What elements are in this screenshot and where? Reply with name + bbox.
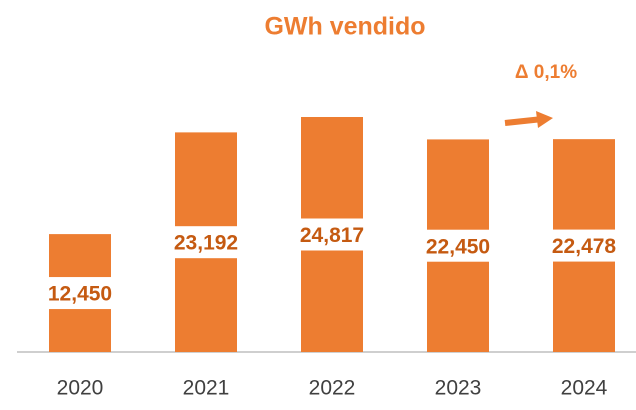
x-tick-label: 2023 bbox=[435, 377, 482, 400]
x-tick-label: 2022 bbox=[309, 377, 356, 400]
x-tick-label: 2020 bbox=[57, 377, 104, 400]
label-background bbox=[292, 218, 372, 251]
label-background bbox=[40, 277, 120, 310]
arrow-head bbox=[536, 111, 553, 128]
arrow bbox=[504, 111, 553, 128]
label-background bbox=[166, 226, 246, 259]
arrow-shaft bbox=[504, 116, 539, 126]
value-label: 24,817 bbox=[300, 224, 364, 247]
annotation: Δ 0,1% bbox=[515, 62, 577, 83]
label-background bbox=[544, 229, 624, 262]
label-background bbox=[418, 229, 498, 262]
value-label: 22,478 bbox=[552, 235, 617, 258]
value-label: 12,450 bbox=[48, 283, 112, 306]
x-tick-label: 2024 bbox=[561, 377, 608, 400]
value-label: 22,450 bbox=[426, 235, 490, 258]
x-tick-label: 2021 bbox=[183, 377, 230, 400]
chart-title: GWh vendido bbox=[264, 13, 425, 41]
value-label: 23,192 bbox=[174, 232, 238, 255]
